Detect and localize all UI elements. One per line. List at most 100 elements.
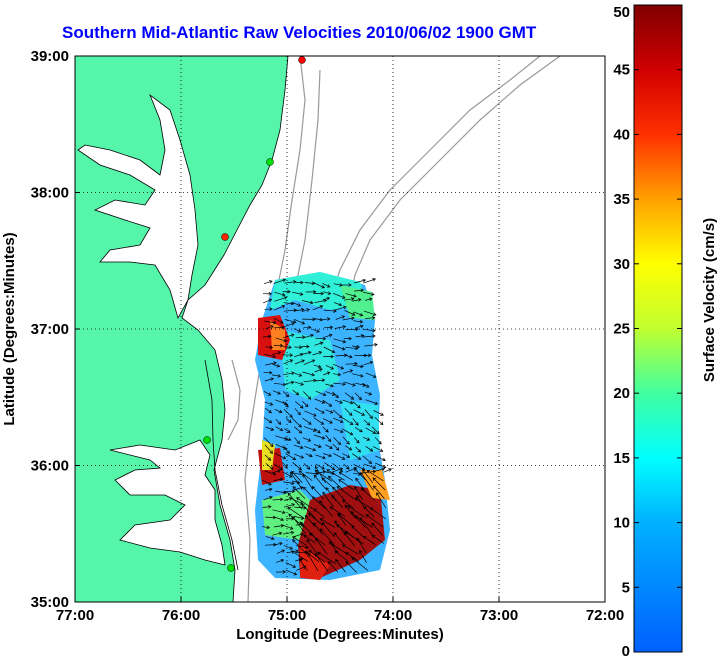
velocity-arrow-head [286, 450, 290, 454]
velocity-arrow-head [366, 437, 371, 441]
velocity-arrow-head [298, 558, 303, 562]
velocity-arrow [332, 467, 343, 473]
velocity-arrow [323, 291, 331, 295]
velocity-arrow [302, 400, 309, 407]
velocity-arrow-head [298, 424, 302, 428]
velocity-arrow-head [270, 325, 274, 329]
velocity-arrow-head [341, 456, 346, 460]
velocity-arrow [363, 506, 375, 518]
velocity-arrow [273, 317, 284, 324]
velocity-arrow-head [359, 428, 363, 433]
velocity-arrow-head [311, 485, 316, 490]
velocity-arrow [262, 506, 272, 508]
velocity-arrow-head [282, 510, 286, 515]
velocity-arrow [365, 399, 378, 405]
velocity-arrow [299, 521, 315, 537]
velocity-arrow-head [281, 292, 286, 297]
velocity-arrow-head [329, 506, 334, 510]
velocity-arrow-head [388, 468, 392, 472]
velocity-arrow-head [341, 346, 346, 351]
velocity-arrow [287, 507, 305, 519]
velocity-arrow-head [329, 410, 334, 414]
velocity-arrow-head [339, 400, 343, 404]
velocity-arrow-head [283, 296, 288, 300]
velocity-arrow-head [281, 325, 285, 330]
velocity-arrow [304, 446, 316, 451]
velocity-arrow-head [372, 477, 377, 481]
velocity-arrow-head [349, 432, 354, 436]
velocity-arrow [354, 498, 373, 510]
velocity-arrow [303, 534, 316, 544]
velocity-arrow-head [292, 536, 296, 540]
velocity-arrow-head [298, 466, 302, 471]
velocity-arrow-head [363, 506, 367, 510]
velocity-arrow-head [359, 373, 364, 378]
velocity-arrow-head [279, 343, 284, 348]
velocity-arrow [274, 463, 283, 470]
velocity-arrow [313, 508, 325, 518]
velocity-arrow [302, 308, 310, 312]
velocity-arrow-head [292, 539, 296, 543]
velocity-arrow-head [376, 430, 380, 435]
velocity-arrow-head [307, 396, 312, 400]
velocity-arrow [263, 371, 272, 374]
velocity-arrow [363, 419, 370, 426]
velocity-arrow [296, 497, 313, 510]
velocity-arrow-head [369, 507, 374, 511]
velocity-arrow [332, 409, 343, 419]
velocity-arrow [313, 474, 326, 490]
velocity-arrow-head [330, 383, 334, 388]
velocity-arrow-head [300, 280, 304, 285]
velocity-arrow-head [301, 359, 305, 363]
velocity-arrow [265, 325, 274, 330]
velocity-arrow [333, 436, 341, 445]
velocity-arrow-head [326, 296, 331, 301]
velocity-arrow [276, 549, 285, 554]
velocity-arrow [370, 507, 386, 520]
velocity-arrow-head [290, 380, 295, 385]
velocity-arrow-head [269, 495, 273, 500]
velocity-arrow [332, 417, 344, 423]
velocity-arrow-head [289, 359, 294, 363]
field-yellow-sw [262, 440, 275, 470]
colorbar-tick-label: 45 [613, 62, 630, 79]
velocity-arrow-head [310, 333, 314, 338]
velocity-arrow [352, 453, 361, 460]
field-red-se-edge [300, 545, 330, 580]
velocity-arrow [285, 453, 296, 460]
velocity-arrow [302, 351, 312, 355]
velocity-arrow-head [307, 350, 312, 355]
velocity-arrow [319, 500, 333, 517]
velocity-arrow [352, 345, 360, 348]
velocity-arrow [282, 391, 290, 397]
pamlico-sound [109, 439, 226, 566]
velocity-arrow-head [283, 446, 287, 450]
velocity-arrow [362, 469, 374, 484]
velocity-arrow [293, 353, 303, 358]
velocity-arrow [293, 426, 302, 434]
velocity-arrow [353, 409, 365, 416]
velocity-arrow-head [354, 346, 359, 351]
velocity-arrow-head [338, 302, 343, 307]
velocity-arrow-head [312, 317, 316, 322]
velocity-arrow-head [363, 536, 367, 540]
velocity-arrow-head [349, 354, 353, 359]
colorbar-tick-label: 20 [613, 385, 630, 402]
velocity-arrow [282, 471, 293, 478]
velocity-arrow-head [360, 288, 364, 293]
velocity-arrow-head [369, 360, 374, 365]
velocity-arrow-head [321, 285, 325, 289]
velocity-arrow [282, 462, 288, 468]
velocity-arrow-head [288, 497, 293, 501]
velocity-arrow-head [300, 532, 304, 537]
velocity-arrow-head [344, 353, 348, 358]
velocity-arrow [283, 334, 294, 339]
velocity-arrow [283, 309, 297, 312]
velocity-arrow-head [319, 317, 324, 322]
velocity-arrow-head [295, 391, 300, 396]
map-area [75, 56, 605, 602]
velocity-arrow [294, 372, 302, 377]
velocity-arrow [311, 486, 324, 500]
velocity-arrow-head [290, 333, 295, 338]
velocity-arrow [273, 525, 284, 528]
